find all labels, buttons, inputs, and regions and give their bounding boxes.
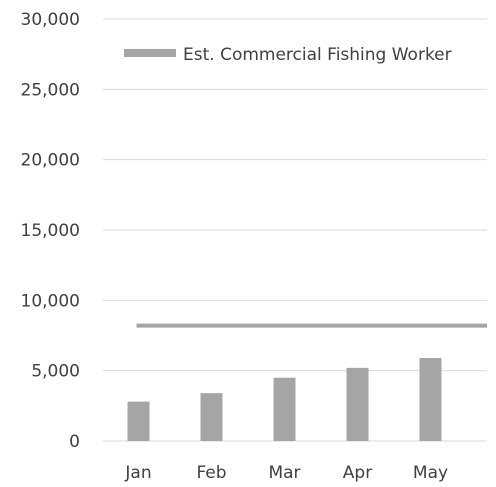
- gridlines: [103, 18, 487, 442]
- y-tick-label: 0: [69, 432, 80, 452]
- bar: [127, 401, 150, 441]
- y-tick-label: 5,000: [31, 362, 80, 382]
- y-tick-label: 25,000: [21, 80, 80, 100]
- x-tick-label: Feb: [196, 463, 226, 483]
- bar-series: [127, 358, 442, 441]
- y-tick-label: 30,000: [21, 10, 80, 30]
- y-tick-label: 20,000: [21, 151, 80, 171]
- x-axis-tick-labels: Jan Feb Mar Apr May: [124, 463, 448, 483]
- y-tick-label: 15,000: [21, 221, 80, 241]
- legend-swatch: [124, 49, 176, 57]
- y-tick-label: 10,000: [21, 291, 80, 311]
- x-tick-label: May: [413, 463, 448, 483]
- x-tick-label: Jan: [124, 463, 151, 483]
- bar: [346, 367, 369, 441]
- y-axis-tick-labels: 0 5,000 10,000 15,000 20,000 25,000 30,000: [21, 10, 80, 452]
- bar: [419, 358, 442, 441]
- bar: [273, 377, 296, 441]
- x-tick-label: Mar: [268, 463, 300, 483]
- legend: Est. Commercial Fishing Worker: [124, 45, 452, 65]
- legend-label: Est. Commercial Fishing Worker: [183, 45, 452, 65]
- x-tick-label: Apr: [343, 463, 372, 483]
- bar: [200, 393, 223, 441]
